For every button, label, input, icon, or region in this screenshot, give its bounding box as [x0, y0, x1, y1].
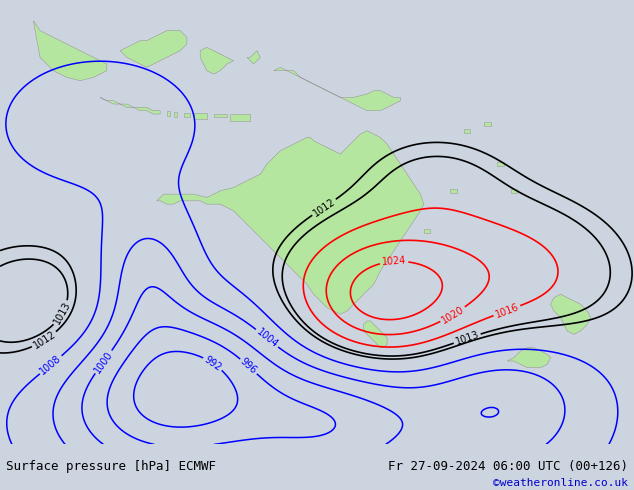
Polygon shape	[451, 189, 457, 193]
Polygon shape	[193, 113, 207, 119]
Polygon shape	[510, 189, 517, 193]
Text: 1016: 1016	[494, 302, 520, 319]
Text: Fr 27-09-2024 06:00 UTC (00+126): Fr 27-09-2024 06:00 UTC (00+126)	[387, 460, 628, 473]
Text: 1000: 1000	[93, 349, 115, 375]
Text: 1013: 1013	[52, 300, 72, 326]
Polygon shape	[183, 113, 190, 118]
Polygon shape	[100, 98, 160, 114]
Polygon shape	[34, 21, 107, 81]
Text: 1020: 1020	[440, 304, 466, 325]
Polygon shape	[550, 294, 591, 334]
Polygon shape	[174, 112, 177, 117]
Text: 1012: 1012	[32, 329, 58, 351]
Text: 996: 996	[238, 356, 259, 376]
Text: ©weatheronline.co.uk: ©weatheronline.co.uk	[493, 478, 628, 488]
Text: 1013: 1013	[454, 330, 481, 347]
Polygon shape	[484, 122, 491, 126]
Polygon shape	[364, 321, 387, 347]
Polygon shape	[274, 67, 401, 111]
Polygon shape	[230, 114, 250, 121]
Polygon shape	[167, 111, 170, 116]
Polygon shape	[247, 50, 261, 64]
Polygon shape	[200, 48, 233, 74]
Text: 1012: 1012	[311, 196, 337, 219]
Text: 992: 992	[202, 354, 223, 373]
Polygon shape	[424, 229, 430, 233]
Text: 1004: 1004	[254, 327, 280, 350]
Polygon shape	[120, 31, 187, 67]
Polygon shape	[214, 114, 227, 118]
Text: 1008: 1008	[38, 353, 63, 377]
Text: 1024: 1024	[382, 256, 406, 268]
Polygon shape	[157, 131, 424, 314]
Text: Surface pressure [hPa] ECMWF: Surface pressure [hPa] ECMWF	[6, 460, 216, 473]
Polygon shape	[464, 129, 470, 133]
Polygon shape	[507, 347, 550, 368]
Polygon shape	[497, 162, 504, 166]
